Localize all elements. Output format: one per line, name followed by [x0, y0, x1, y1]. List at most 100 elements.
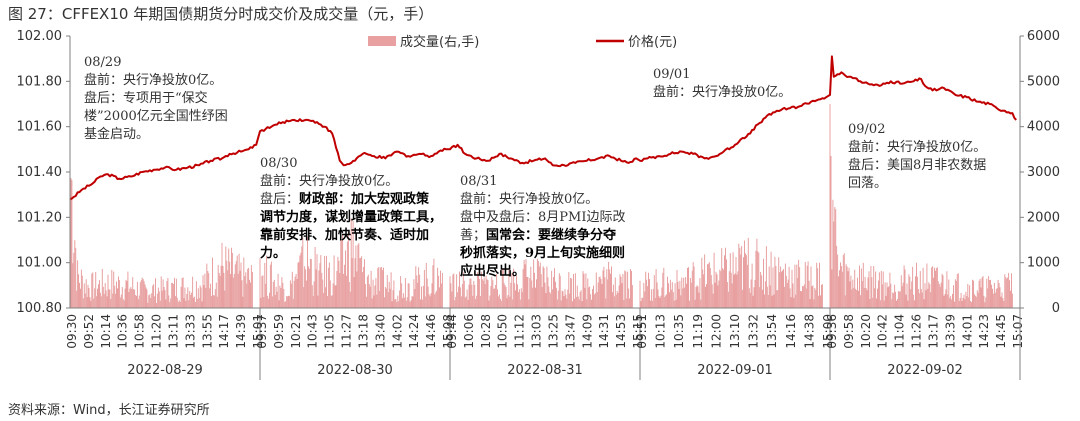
legend: 成交量(右,手) 价格(元) [368, 34, 677, 50]
y-left-tick-label: 101.60 [17, 120, 63, 135]
x-tick-label: 09:59 [272, 314, 286, 349]
x-tick-label: 13:55 [200, 314, 214, 349]
annotation-line: 盘后：财政部：加大宏观政策 [260, 191, 430, 207]
x-tick-label: 14:17 [217, 314, 231, 349]
x-tick-label: 15:01 [251, 314, 265, 349]
y-left-tick-label: 101.00 [17, 256, 63, 271]
x-tick-label: 10:43 [306, 314, 320, 349]
date-label: 2022-08-31 [507, 363, 583, 378]
annotation-line: 应出尽出。 [460, 263, 525, 279]
x-tick-label: 14:01 [960, 314, 974, 349]
annotation-text: 08/29 [84, 55, 121, 70]
annotation-text: 08/31 [460, 174, 497, 189]
annotation-line: 盘中及盘后：8月PMI边际改 [460, 209, 625, 225]
annotation-bold-text: 财政部：加大宏观政策 [299, 191, 430, 207]
annotation-text: 善； [460, 227, 486, 243]
x-tick-label: 13:54 [765, 314, 779, 349]
x-tick-label: 09:30 [65, 314, 79, 349]
annotation-08-29: 08/29 盘前：央行净投放0亿。盘后：专项用于“保交楼”2000亿元全国性纾困基… [84, 55, 228, 142]
x-tick-label: 13:40 [373, 314, 387, 349]
x-tick-label: 09:37 [255, 314, 269, 349]
x-tick-label: 14:46 [424, 314, 438, 349]
annotation-line: 盘后：美国8月非农数据 [848, 157, 986, 173]
annotation-bold-text: 靠前安排、加快节奏、适时加 [260, 227, 429, 243]
x-tick-label: 15:08 [441, 314, 455, 349]
annotation-line: 回落。 [848, 176, 887, 191]
annotation-text: 盘后：专项用于“保交 [84, 90, 208, 106]
x-tick-label: 10:20 [859, 314, 873, 349]
date-label: 2022-09-02 [887, 363, 963, 378]
annotation-line: 盘前：央行净投放0亿。 [260, 173, 398, 189]
annotation-text: 08/30 [260, 156, 297, 171]
x-tick-label: 13:32 [747, 314, 761, 349]
x-tick-label: 09:36 [825, 314, 839, 349]
x-tick-label: 13:39 [943, 314, 957, 349]
x-tick-label: 14:16 [784, 314, 798, 349]
annotation-line: 盘前：央行净投放0亿。 [84, 72, 222, 88]
x-tick-label: 11:12 [513, 314, 527, 349]
annotation-line: 善；国常会：要继续争分夺 [460, 227, 617, 243]
x-tick-label: 09:58 [842, 314, 856, 349]
annotation-text: 盘前：央行净投放0亿。 [653, 84, 791, 100]
x-tick-label: 10:28 [479, 314, 493, 349]
y-left-tick-label: 101.40 [17, 165, 63, 180]
y-left-tick-label: 102.00 [17, 29, 63, 44]
x-tick-label: 13:17 [927, 314, 941, 349]
annotation-line: 08/30 [260, 156, 297, 171]
annotation-bold-text: 应出尽出。 [460, 263, 525, 279]
figure-title: 图 27：CFFEX10 年期国债期货分时成交价及成交量（元，手） [8, 5, 434, 23]
annotation-line: 盘前：央行净投放0亿。 [460, 191, 598, 207]
x-tick-label: 14:09 [580, 314, 594, 349]
axes: 100.80 101.00 101.20 101.40 101.60 101.80 102.… [17, 29, 1060, 380]
y-left-tick-label: 100.80 [17, 301, 63, 316]
annotation-text: 09/01 [653, 67, 690, 82]
annotation-line: 08/31 [460, 174, 497, 189]
y-right-tick-label: 2000 [1027, 210, 1060, 225]
annotation-line: 秒抓落实，9月上旬实施细则 [460, 245, 625, 261]
x-tick-label: 09:51 [635, 314, 649, 349]
annotation-text: 楼”2000亿元全国性纾困 [84, 108, 228, 124]
y-right-tick-label: 1000 [1027, 256, 1060, 271]
legend-label: 价格(元) [628, 34, 677, 50]
x-tick-label: 10:06 [462, 314, 476, 349]
annotation-line: 调节力度，谋划增量政策工具， [260, 209, 442, 225]
y-right-tick-label: 4000 [1027, 120, 1060, 135]
annotation-line: 09/01 [653, 67, 690, 82]
x-tick-label: 14:38 [802, 314, 816, 349]
legend-label: 成交量(右,手) [400, 34, 479, 50]
annotation-bold-text: 秒抓落实，9月上旬实施细则 [460, 245, 625, 261]
annotation-text: 09/02 [848, 122, 885, 137]
x-tick-label: 10:58 [133, 314, 147, 349]
x-tick-label: 11:19 [691, 314, 705, 349]
x-tick-label: 13:10 [728, 314, 742, 349]
x-tick-label: 14:39 [234, 314, 248, 349]
x-tick-label: 13:03 [530, 314, 544, 349]
x-tick-label: 12:00 [709, 314, 723, 349]
annotation-line: 盘前：央行净投放0亿。 [653, 84, 791, 100]
annotation-line: 基金启动。 [84, 126, 149, 142]
annotation-text: 盘前：央行净投放0亿。 [460, 191, 598, 207]
x-tick-label: 13:33 [183, 314, 197, 349]
annotation-line: 09/02 [848, 122, 885, 137]
x-tick-label: 10:42 [876, 314, 890, 349]
x-tick-label: 15:07 [1011, 314, 1025, 349]
x-tick-label: 10:35 [672, 314, 686, 349]
x-tick-label: 11:05 [323, 314, 337, 349]
annotation-line: 盘后：专项用于“保交 [84, 90, 208, 106]
x-tick-label: 15:15 [631, 314, 645, 349]
annotation-08-31: 08/31 盘前：央行净投放0亿。盘中及盘后：8月PMI边际改善；国常会：要继续争… [460, 174, 625, 279]
y-right-tick-label: 6000 [1027, 29, 1060, 44]
annotation-line: 靠前安排、加快节奏、适时加 [260, 227, 429, 243]
annotations: 08/29盘前：央行净投放0亿。盘后：专项用于“保交楼”2000亿元全国性纾困基… [84, 55, 986, 279]
legend-swatch-volume [368, 36, 396, 46]
price-volume-chart: 100.80 101.00 101.20 101.40 101.60 101.80 102.… [17, 29, 1060, 380]
date-label: 2022-08-29 [127, 363, 203, 378]
x-tick-label: 11:04 [893, 314, 907, 349]
annotation-bold-text: 力。 [260, 245, 286, 261]
annotation-text: 回落。 [848, 176, 887, 191]
price-line [69, 55, 1017, 201]
volume-series [69, 104, 1013, 308]
date-label: 2022-09-01 [697, 363, 773, 378]
x-tick-label: 11:27 [340, 314, 354, 349]
annotation-line: 盘前：央行净投放0亿。 [848, 139, 986, 155]
